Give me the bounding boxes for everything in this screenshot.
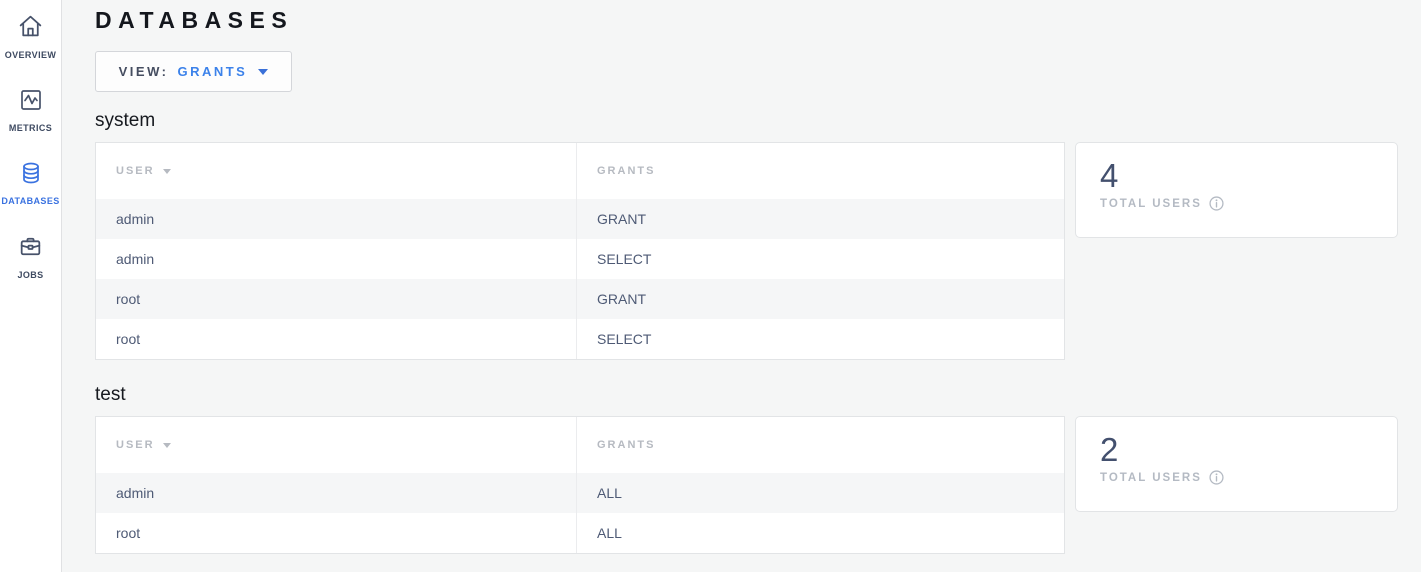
- user-cell: root: [116, 331, 141, 347]
- home-icon: [17, 13, 44, 45]
- total-users-label: TOTAL USERS: [1100, 471, 1202, 484]
- sidebar-item-jobs[interactable]: JOBS: [0, 233, 62, 280]
- total-users-card: 4 TOTAL USERS: [1075, 142, 1398, 238]
- user-cell: root: [116, 525, 141, 541]
- database-name: system: [95, 110, 156, 131]
- chevron-down-icon: [258, 68, 269, 75]
- column-header-label: GRANTS: [597, 165, 656, 177]
- column-header-label: GRANTS: [597, 439, 656, 451]
- sidebar-item-overview[interactable]: OVERVIEW: [0, 13, 62, 60]
- sidebar-nav: OVERVIEW METRICS DATABASES: [0, 0, 62, 572]
- table-row: root ALL: [96, 513, 1064, 553]
- grants-cell: GRANT: [576, 199, 1064, 239]
- sidebar-item-label: OVERVIEW: [4, 50, 57, 60]
- user-cell: root: [116, 291, 141, 307]
- total-users-value: 4: [1100, 157, 1119, 194]
- sidebar-item-label: METRICS: [8, 123, 53, 133]
- page-title: DATABASES: [95, 7, 294, 33]
- info-icon[interactable]: [1209, 470, 1224, 485]
- grants-cell: ALL: [576, 513, 1064, 553]
- sort-caret-icon: [162, 168, 171, 174]
- column-header-user[interactable]: USER: [96, 417, 576, 473]
- metrics-icon: [18, 87, 44, 118]
- grants-cell: SELECT: [576, 239, 1064, 279]
- table-header-row: USER GRANTS: [96, 143, 1064, 199]
- table-row: admin ALL: [96, 473, 1064, 513]
- grants-cell: SELECT: [576, 319, 1064, 359]
- table-row: admin GRANT: [96, 199, 1064, 239]
- sidebar-item-databases[interactable]: DATABASES: [0, 160, 62, 206]
- total-users-value: 2: [1100, 431, 1119, 468]
- column-header-user[interactable]: USER: [96, 143, 576, 199]
- table-header-row: USER GRANTS: [96, 417, 1064, 473]
- briefcase-icon: [17, 233, 44, 265]
- sidebar-item-metrics[interactable]: METRICS: [0, 87, 62, 133]
- total-users-card: 2 TOTAL USERS: [1075, 416, 1398, 512]
- view-selector-label: VIEW:: [118, 64, 169, 79]
- main-content: DATABASES VIEW: GRANTS system USER GRANT…: [62, 0, 1421, 572]
- table-row: admin SELECT: [96, 239, 1064, 279]
- database-name: test: [95, 384, 126, 405]
- column-header-grants[interactable]: GRANTS: [576, 143, 1064, 199]
- view-selector-value: GRANTS: [177, 64, 248, 79]
- sort-caret-icon: [162, 442, 171, 448]
- table-body: admin GRANT admin SELECT root GRANT root SELECT: [96, 199, 1064, 359]
- column-header-label: USER: [116, 165, 155, 177]
- grants-cell: GRANT: [576, 279, 1064, 319]
- sidebar-item-label: DATABASES: [1, 196, 60, 206]
- grants-cell: ALL: [576, 473, 1064, 513]
- database-section-test: test USER GRANTS admin ALL root ALL: [95, 384, 1398, 554]
- table-row: root GRANT: [96, 279, 1064, 319]
- database-icon: [18, 160, 44, 191]
- user-cell: admin: [116, 251, 155, 267]
- sidebar-item-label: JOBS: [17, 270, 44, 280]
- column-header-grants[interactable]: GRANTS: [576, 417, 1064, 473]
- table-row: root SELECT: [96, 319, 1064, 359]
- user-cell: admin: [116, 485, 155, 501]
- grants-table: USER GRANTS admin ALL root ALL: [95, 416, 1065, 554]
- grants-table: USER GRANTS admin GRANT admin SELECT root GRA…: [95, 142, 1065, 360]
- view-selector-dropdown[interactable]: VIEW: GRANTS: [95, 51, 292, 92]
- user-cell: admin: [116, 211, 155, 227]
- total-users-label: TOTAL USERS: [1100, 197, 1202, 210]
- info-icon[interactable]: [1209, 196, 1224, 211]
- column-header-label: USER: [116, 439, 155, 451]
- database-section-system: system USER GRANTS admin GRANT admin SELECT…: [95, 110, 1398, 360]
- table-body: admin ALL root ALL: [96, 473, 1064, 553]
